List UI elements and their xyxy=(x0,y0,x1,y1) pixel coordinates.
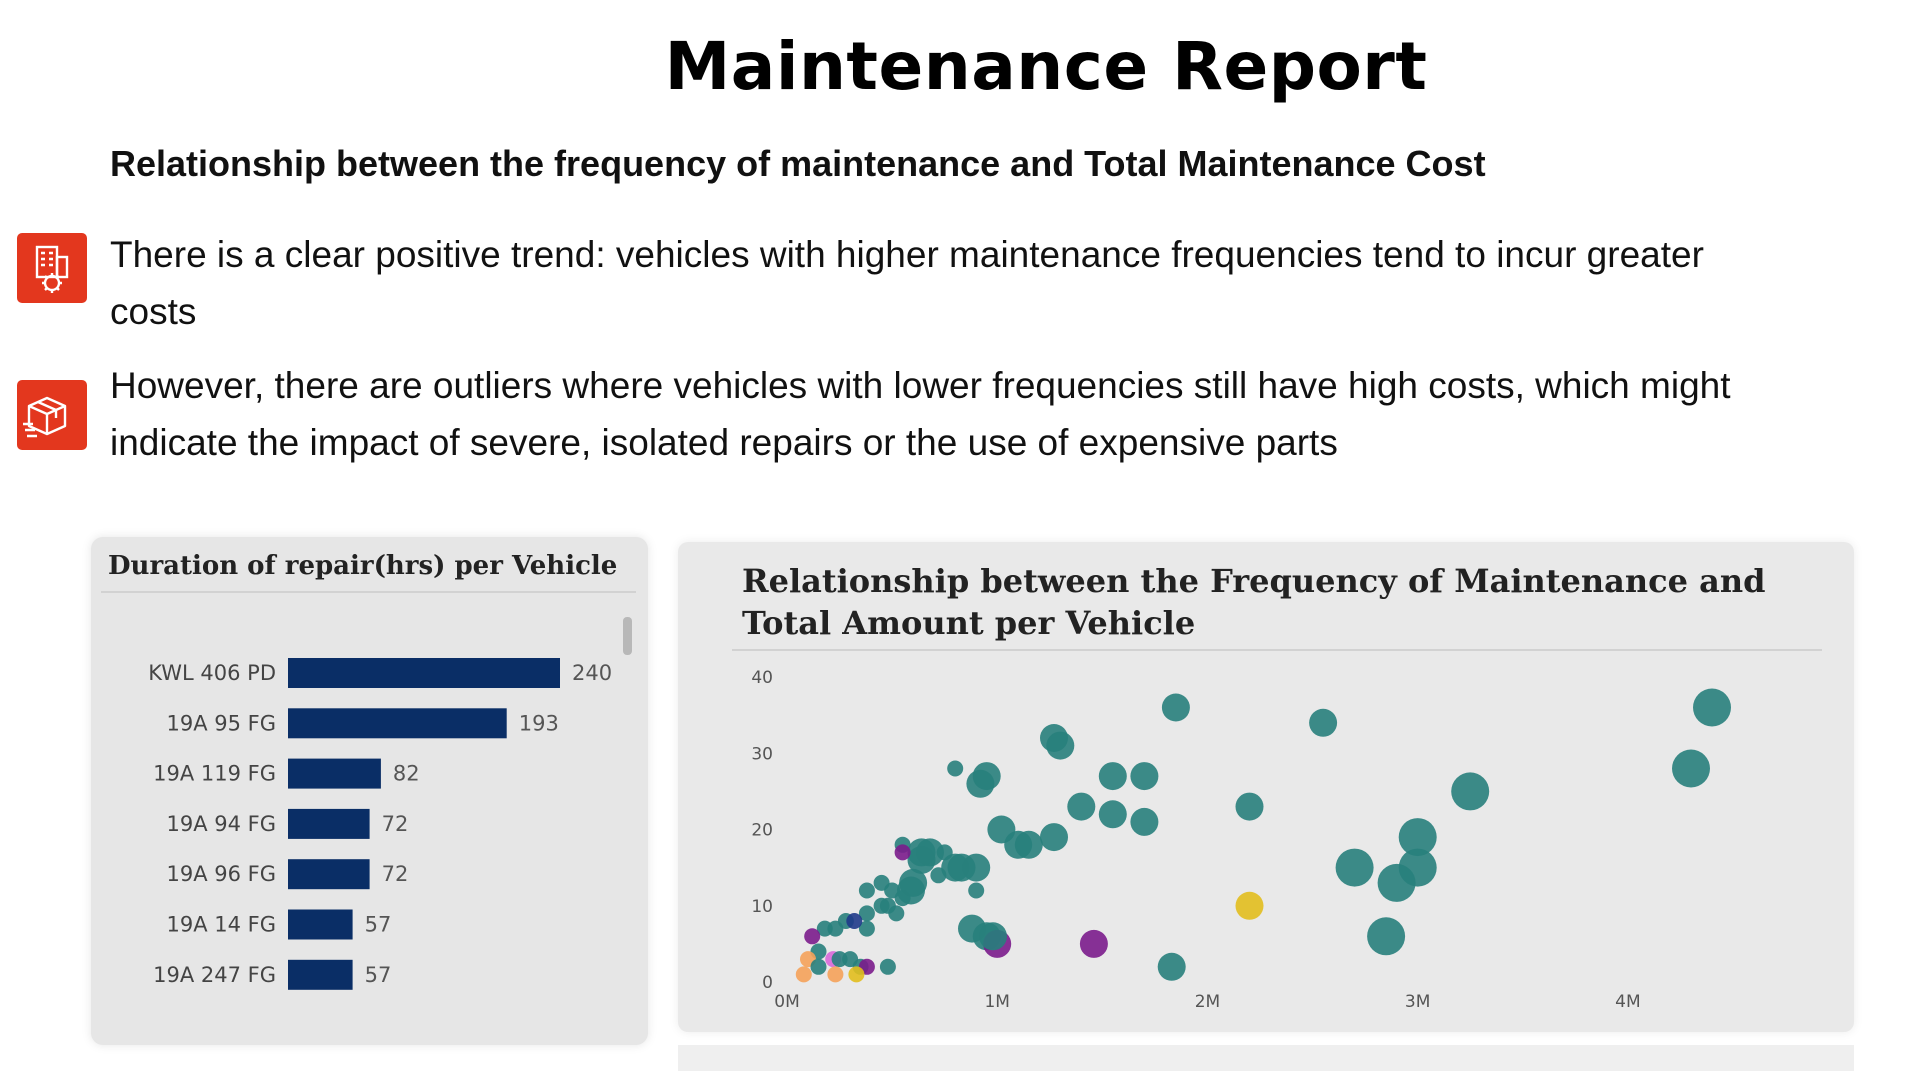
bar-category-label: KWL 406 PD xyxy=(148,661,276,685)
scatter-point[interactable] xyxy=(804,928,821,945)
scatter-point[interactable] xyxy=(827,966,844,983)
x-tick-label: 0M xyxy=(774,992,799,1012)
bar[interactable] xyxy=(288,909,353,940)
x-tick-label: 2M xyxy=(1195,992,1220,1012)
bar-category-label: 19A 94 FG xyxy=(166,812,276,836)
bar-category-label: 19A 95 FG xyxy=(166,711,276,735)
y-tick-label: 40 xyxy=(751,668,773,688)
bar-category-label: 19A 14 FG xyxy=(166,913,276,937)
bottom-strip xyxy=(678,1045,1854,1071)
scatter-point[interactable] xyxy=(848,966,865,983)
scatter-point[interactable] xyxy=(1157,952,1186,981)
bar[interactable] xyxy=(288,658,560,688)
bar-value-label: 57 xyxy=(365,963,392,987)
scatter-point[interactable] xyxy=(858,905,875,922)
scatter-point[interactable] xyxy=(947,760,964,777)
bar-value-label: 57 xyxy=(365,913,392,937)
scatter-point[interactable] xyxy=(1098,762,1127,791)
bar[interactable] xyxy=(288,808,370,839)
bar-value-label: 193 xyxy=(519,711,559,735)
scatter-point[interactable] xyxy=(1235,792,1264,821)
scatter-point[interactable] xyxy=(1046,731,1075,760)
bullet-outliers: However, there are outliers where vehicl… xyxy=(110,365,1731,463)
bar-value-label: 72 xyxy=(382,812,409,836)
scatter-point[interactable] xyxy=(968,882,985,899)
delivery-box-icon xyxy=(17,380,87,450)
scatter-point[interactable] xyxy=(1377,863,1416,902)
scatter-point[interactable] xyxy=(966,769,995,798)
scatter-point[interactable] xyxy=(936,844,953,861)
bar[interactable] xyxy=(288,708,507,739)
scatter-point[interactable] xyxy=(846,913,863,929)
bar[interactable] xyxy=(288,859,370,890)
bar-chart-divider xyxy=(101,591,636,593)
bar-chart-scrollbar[interactable] xyxy=(623,617,632,655)
scatter-point[interactable] xyxy=(1014,830,1043,859)
scatter-point[interactable] xyxy=(1398,818,1437,857)
scatter-point[interactable] xyxy=(1451,772,1490,811)
scatter-chart-title: Relationship between the Frequency of Ma… xyxy=(742,562,1766,642)
y-tick-label: 10 xyxy=(751,897,773,917)
scatter-point[interactable] xyxy=(1079,929,1108,958)
scatter-point[interactable] xyxy=(894,844,911,861)
scatter-point[interactable] xyxy=(947,853,976,882)
scatter-point[interactable] xyxy=(979,922,1007,951)
scatter-point[interactable] xyxy=(930,867,947,884)
scatter-point[interactable] xyxy=(1040,823,1068,852)
scatter-point[interactable] xyxy=(827,920,844,937)
bar-value-label: 240 xyxy=(572,661,612,685)
repair-duration-panel: Duration of repair(hrs) per Vehicle KWL … xyxy=(91,537,648,1045)
frequency-cost-panel: Relationship between the Frequency of Ma… xyxy=(678,542,1854,1032)
scatter-point[interactable] xyxy=(858,882,875,899)
scatter-chart: 0 10 20 30 40 0M 1M 2M 3M 4M xyxy=(751,668,1731,1012)
bar-category-label: 19A 119 FG xyxy=(153,762,276,786)
y-tick-label: 0 xyxy=(762,973,773,993)
page-subtitle: Relationship between the frequency of ma… xyxy=(110,143,1486,184)
bar[interactable] xyxy=(288,959,353,990)
y-tick-label: 30 xyxy=(751,744,773,764)
x-tick-label: 4M xyxy=(1615,992,1640,1012)
scatter-point[interactable] xyxy=(1367,917,1406,956)
scatter-chart-divider xyxy=(732,649,1822,651)
bullet-positive-trend: There is a clear positive trend: vehicle… xyxy=(110,234,1704,332)
scatter-point[interactable] xyxy=(1161,693,1190,722)
bar[interactable] xyxy=(288,758,381,789)
scatter-point[interactable] xyxy=(888,905,905,922)
x-tick-label: 1M xyxy=(984,992,1009,1012)
scatter-point[interactable] xyxy=(1235,891,1264,920)
page-title: Maintenance Report xyxy=(664,28,1428,105)
scatter-point[interactable] xyxy=(858,920,875,937)
scatter-point[interactable] xyxy=(810,958,827,975)
scatter-point[interactable] xyxy=(1693,688,1731,727)
building-gear-icon xyxy=(17,233,87,303)
scatter-point[interactable] xyxy=(894,890,911,907)
scatter-point[interactable] xyxy=(1067,792,1096,821)
bar-chart: KWL 406 PD 240 19A 95 FG 193 19A 119 FG 82 19A… xyxy=(148,658,612,990)
scatter-point[interactable] xyxy=(1335,848,1374,887)
scatter-point[interactable] xyxy=(1672,749,1710,788)
bar-value-label: 82 xyxy=(393,762,420,786)
bar-chart-title: Duration of repair(hrs) per Vehicle xyxy=(108,551,618,581)
bar-category-label: 19A 247 FG xyxy=(153,963,276,987)
scatter-point[interactable] xyxy=(958,914,986,943)
bar-category-label: 19A 96 FG xyxy=(166,862,276,886)
scatter-point[interactable] xyxy=(795,966,812,983)
x-tick-label: 3M xyxy=(1405,992,1430,1012)
scatter-point[interactable] xyxy=(1130,762,1159,791)
scatter-point[interactable] xyxy=(907,838,936,867)
scatter-point[interactable] xyxy=(879,958,896,975)
y-tick-label: 20 xyxy=(751,821,773,841)
scatter-point[interactable] xyxy=(1098,800,1127,829)
bar-value-label: 72 xyxy=(382,862,409,886)
scatter-point[interactable] xyxy=(1309,708,1338,737)
scatter-point[interactable] xyxy=(1130,807,1159,836)
